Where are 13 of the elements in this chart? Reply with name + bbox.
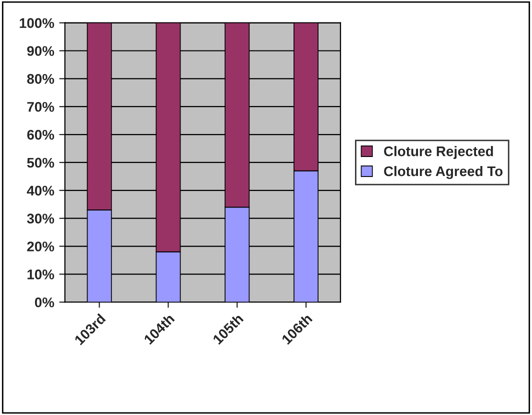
y-tick-label: 20% [27,242,54,252]
y-tick-label: 30% [27,214,54,224]
y-tick-label: 10% [28,270,54,280]
y-tick-label: 90% [27,46,54,56]
y-tick-label: 50% [27,158,54,168]
y-tick-label: 100% [20,18,54,28]
y-tick-label: 60% [27,130,54,140]
y-tick-label: 80% [27,74,54,84]
legend-label: Cloture Rejected [384,146,493,159]
y-tick-label: 0% [34,297,54,308]
y-tick-label: 70% [27,102,54,112]
legend-label: Cloture Agreed To [384,166,503,179]
y-tick-label: 40% [26,186,54,196]
